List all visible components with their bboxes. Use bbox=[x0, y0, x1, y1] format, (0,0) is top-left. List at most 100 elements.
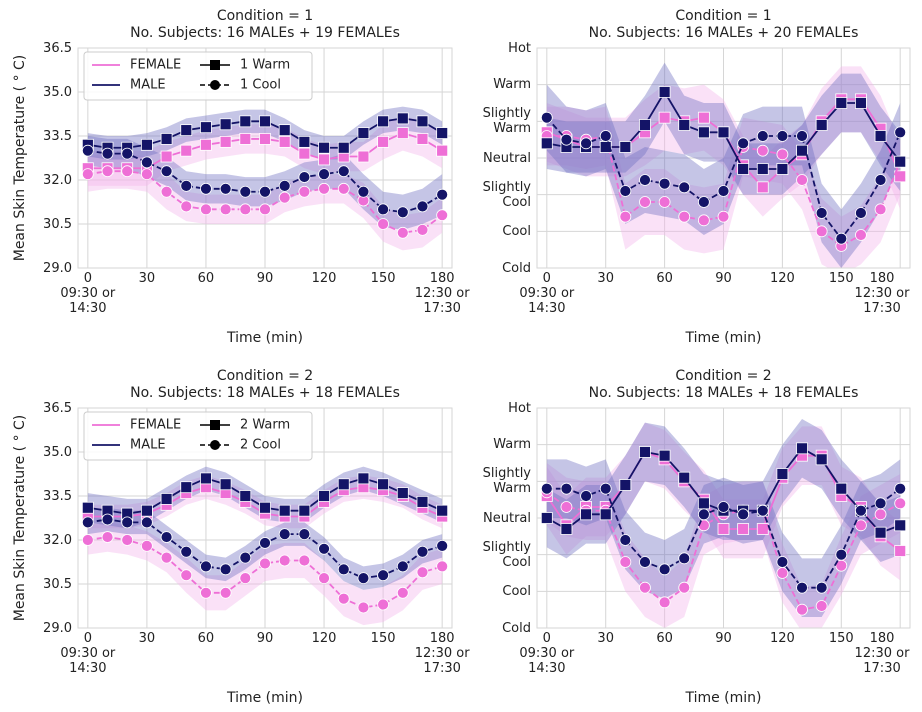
x-tick-label: 180 12:30 or 17:30 bbox=[854, 631, 910, 676]
circle-marker bbox=[298, 185, 311, 198]
legend-label: 2 Warm bbox=[240, 418, 290, 433]
series-layer bbox=[81, 106, 449, 251]
square-marker bbox=[756, 163, 769, 175]
square-marker bbox=[239, 115, 252, 128]
square-marker bbox=[756, 181, 769, 194]
square-marker bbox=[599, 508, 612, 521]
circle-marker bbox=[416, 223, 429, 236]
circle-marker bbox=[874, 203, 887, 216]
square-marker bbox=[140, 138, 153, 151]
circle-marker bbox=[560, 133, 573, 146]
x-tick-label-box: 30 bbox=[138, 631, 156, 646]
circle-marker bbox=[815, 225, 828, 238]
chart-title: Condition = 1 bbox=[675, 8, 771, 24]
plot-frame bbox=[536, 407, 911, 629]
square-marker bbox=[416, 115, 429, 128]
y-tick-label: 35.0 bbox=[43, 444, 72, 460]
circle-marker bbox=[298, 528, 311, 541]
square-marker bbox=[200, 121, 212, 134]
x-tick-label-box: 120 bbox=[311, 631, 337, 646]
square-marker bbox=[436, 144, 449, 157]
square-marker bbox=[180, 144, 193, 157]
x-tick-label: 180 12:30 or 17:30 bbox=[414, 631, 470, 676]
legend-marker bbox=[210, 420, 220, 430]
x-tick-label: 30 bbox=[138, 631, 156, 646]
x-tick-label: 60 bbox=[656, 631, 673, 646]
circle-marker bbox=[101, 165, 114, 178]
circle-marker bbox=[756, 130, 769, 142]
y-tick-label-box: 29.0 bbox=[43, 621, 72, 636]
circle-marker bbox=[259, 185, 271, 198]
x-tick-label: 120 bbox=[311, 631, 337, 646]
circle-marker bbox=[140, 156, 153, 169]
circle-marker bbox=[658, 563, 671, 576]
x-tick-label: 30 bbox=[597, 271, 614, 286]
legend-label: 1 Cool bbox=[240, 78, 281, 93]
circle-marker bbox=[200, 560, 212, 573]
circle-marker bbox=[697, 196, 710, 208]
square-marker bbox=[396, 112, 409, 125]
x-tick-label: 30 bbox=[138, 271, 156, 286]
x-tick-label-box: 180 12:30 or 17:30 bbox=[855, 271, 910, 316]
square-marker bbox=[678, 119, 691, 131]
circle-marker bbox=[219, 563, 232, 576]
y-tick-label-box: Warm bbox=[493, 437, 531, 452]
x-tick-label: 0 09:30 or 14:30 bbox=[519, 271, 575, 316]
x-tick-label-box: 180 12:30 or 17:30 bbox=[415, 271, 470, 316]
circle-marker bbox=[180, 200, 193, 213]
x-tick-label: 150 bbox=[828, 631, 854, 646]
y-tick-label-box: Cool bbox=[502, 224, 531, 239]
x-tick-label-box: 180 12:30 or 17:30 bbox=[854, 631, 910, 676]
circle-marker bbox=[619, 210, 632, 223]
circle-marker bbox=[140, 539, 153, 552]
square-marker bbox=[619, 141, 632, 153]
ci-band bbox=[87, 153, 443, 251]
circle-marker bbox=[298, 554, 311, 567]
x-tick-label-box: 180 12:30 or 17:30 bbox=[414, 631, 470, 676]
square-marker bbox=[259, 115, 271, 128]
circle-marker bbox=[416, 545, 429, 558]
legend-box bbox=[83, 411, 313, 461]
x-axis-label: Time (min) bbox=[226, 330, 303, 346]
x-tick-label-box: 120 bbox=[770, 631, 795, 646]
y-tick-label-box: 30.5 bbox=[43, 217, 72, 232]
circle-marker bbox=[894, 126, 907, 139]
square-marker bbox=[815, 453, 828, 466]
circle-marker bbox=[101, 531, 114, 543]
y-tick-label-box: 33.5 bbox=[43, 129, 72, 144]
circle-marker bbox=[855, 519, 867, 532]
circle-marker bbox=[200, 586, 212, 599]
square-marker bbox=[396, 127, 409, 139]
square-marker bbox=[416, 133, 429, 145]
x-tick-label-box: 60 bbox=[656, 631, 673, 646]
legend-label: 1 Warm bbox=[240, 58, 290, 73]
legend-label: FEMALE bbox=[130, 418, 181, 433]
y-tick-label-box: 32.0 bbox=[43, 173, 72, 188]
circle-marker bbox=[180, 179, 193, 192]
y-tick-label-box: 35.0 bbox=[43, 444, 72, 460]
square-marker bbox=[639, 446, 651, 458]
square-marker bbox=[737, 163, 750, 175]
square-marker bbox=[540, 137, 553, 150]
circle-marker bbox=[160, 165, 173, 178]
x-tick-label-box: 120 bbox=[312, 271, 337, 286]
circle-marker bbox=[855, 207, 867, 219]
x-tick-label-box: 120 bbox=[770, 271, 795, 286]
plot-frame bbox=[77, 407, 453, 629]
plot-frame bbox=[536, 47, 911, 269]
circle-marker bbox=[894, 497, 907, 510]
x-tick-label: 90 bbox=[256, 271, 274, 286]
square-marker bbox=[239, 133, 252, 145]
square-marker bbox=[697, 126, 710, 139]
y-tick-label: 36.5 bbox=[43, 40, 72, 56]
square-marker bbox=[436, 504, 449, 517]
square-marker bbox=[357, 472, 370, 485]
circle-marker bbox=[855, 504, 867, 517]
y-tick-label: 32.0 bbox=[43, 532, 72, 548]
circle-marker bbox=[318, 542, 330, 555]
x-tick-label: 150 bbox=[828, 271, 854, 286]
y-tick-label-box: 29.0 bbox=[43, 261, 72, 276]
circle-marker bbox=[337, 563, 350, 576]
circle-marker bbox=[180, 569, 193, 582]
square-marker bbox=[357, 150, 370, 163]
